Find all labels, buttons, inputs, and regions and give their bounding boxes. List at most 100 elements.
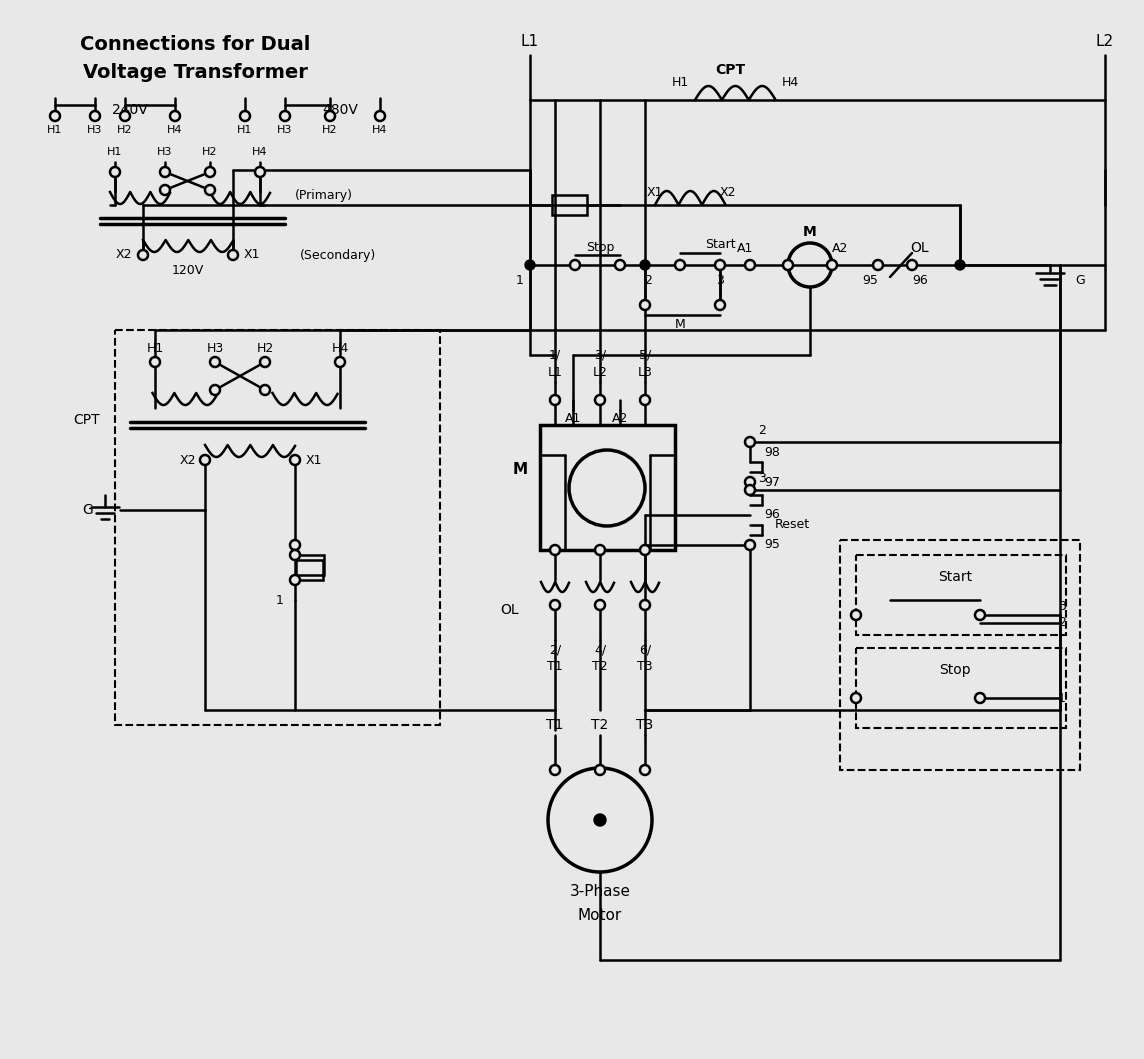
- Text: 2/: 2/: [549, 644, 561, 657]
- Text: H4: H4: [167, 125, 183, 134]
- Text: A2: A2: [612, 412, 628, 425]
- Text: 120V: 120V: [172, 264, 204, 276]
- Circle shape: [205, 167, 215, 177]
- Text: H2: H2: [117, 125, 133, 134]
- Text: L1: L1: [521, 35, 539, 50]
- Circle shape: [210, 385, 220, 395]
- Circle shape: [639, 300, 650, 310]
- Text: A2: A2: [832, 241, 848, 254]
- Circle shape: [228, 250, 238, 261]
- Text: A1: A1: [737, 241, 753, 254]
- Circle shape: [675, 261, 685, 270]
- Text: H1: H1: [237, 125, 253, 134]
- Text: 95: 95: [764, 538, 780, 552]
- Circle shape: [260, 385, 270, 395]
- Text: 1: 1: [1058, 692, 1066, 704]
- Text: H1: H1: [146, 341, 164, 355]
- Circle shape: [335, 357, 345, 367]
- Text: T1: T1: [547, 661, 563, 674]
- Text: Motor: Motor: [578, 908, 622, 922]
- Circle shape: [550, 600, 561, 610]
- Circle shape: [150, 357, 160, 367]
- Circle shape: [715, 261, 725, 270]
- Text: 4/: 4/: [594, 644, 606, 657]
- Circle shape: [240, 111, 251, 121]
- Circle shape: [289, 575, 300, 585]
- Text: H3: H3: [206, 341, 223, 355]
- Bar: [540, 425, 675, 550]
- Circle shape: [550, 765, 561, 775]
- Text: H4: H4: [372, 125, 388, 134]
- Circle shape: [289, 550, 300, 560]
- Text: L3: L3: [637, 365, 652, 378]
- Text: L2: L2: [1096, 35, 1114, 50]
- Text: H2: H2: [323, 125, 337, 134]
- Text: 3-Phase: 3-Phase: [570, 884, 630, 899]
- Circle shape: [595, 600, 605, 610]
- Text: H3: H3: [158, 147, 173, 157]
- Text: 480V: 480V: [323, 103, 358, 116]
- Circle shape: [550, 395, 561, 405]
- Text: M: M: [675, 319, 685, 331]
- Bar: [840, 540, 1080, 770]
- Text: 5/: 5/: [638, 348, 651, 361]
- Text: H1: H1: [108, 147, 122, 157]
- Circle shape: [639, 545, 650, 555]
- Text: H1: H1: [672, 75, 689, 89]
- Circle shape: [90, 111, 100, 121]
- Circle shape: [160, 167, 170, 177]
- Text: OL: OL: [501, 603, 519, 617]
- Circle shape: [325, 111, 335, 121]
- Text: 3/: 3/: [594, 348, 606, 361]
- Circle shape: [260, 357, 270, 367]
- Text: Stop: Stop: [586, 241, 614, 254]
- Circle shape: [745, 437, 755, 447]
- Circle shape: [200, 455, 210, 465]
- Text: H2: H2: [256, 341, 273, 355]
- Text: CPT: CPT: [73, 413, 100, 427]
- Circle shape: [745, 261, 755, 270]
- Text: H1: H1: [47, 125, 63, 134]
- Text: T2: T2: [591, 718, 609, 732]
- Circle shape: [907, 261, 917, 270]
- Circle shape: [594, 814, 606, 826]
- Text: H3: H3: [277, 125, 293, 134]
- Text: Start: Start: [938, 570, 972, 584]
- Text: G: G: [1075, 273, 1085, 287]
- Text: CPT: CPT: [715, 62, 745, 77]
- Bar: [116, 330, 440, 725]
- Circle shape: [170, 111, 180, 121]
- Text: M: M: [803, 225, 817, 239]
- Text: 95: 95: [863, 273, 877, 287]
- Circle shape: [570, 261, 580, 270]
- Text: 98: 98: [764, 446, 780, 459]
- Circle shape: [745, 485, 755, 495]
- Text: (Primary): (Primary): [295, 189, 353, 201]
- Circle shape: [595, 395, 605, 405]
- Circle shape: [639, 261, 650, 270]
- Text: 3: 3: [1058, 600, 1066, 613]
- Circle shape: [375, 111, 386, 121]
- Circle shape: [280, 111, 289, 121]
- Text: T3: T3: [636, 718, 653, 732]
- Text: T2: T2: [593, 661, 607, 674]
- Text: H4: H4: [252, 147, 268, 157]
- Circle shape: [595, 545, 605, 555]
- Text: Stop: Stop: [939, 663, 971, 677]
- Circle shape: [639, 765, 650, 775]
- Text: (Secondary): (Secondary): [300, 249, 376, 262]
- Bar: [856, 648, 1066, 728]
- Text: 2: 2: [644, 273, 652, 287]
- Text: H4: H4: [332, 341, 349, 355]
- Text: M: M: [513, 463, 527, 478]
- Bar: [553, 195, 588, 215]
- Circle shape: [550, 545, 561, 555]
- Circle shape: [745, 477, 755, 487]
- Circle shape: [50, 111, 59, 121]
- Circle shape: [639, 600, 650, 610]
- Text: 96: 96: [912, 273, 928, 287]
- Circle shape: [120, 111, 130, 121]
- Text: Connections for Dual: Connections for Dual: [80, 36, 310, 54]
- Text: 97: 97: [764, 475, 780, 488]
- Circle shape: [851, 610, 861, 620]
